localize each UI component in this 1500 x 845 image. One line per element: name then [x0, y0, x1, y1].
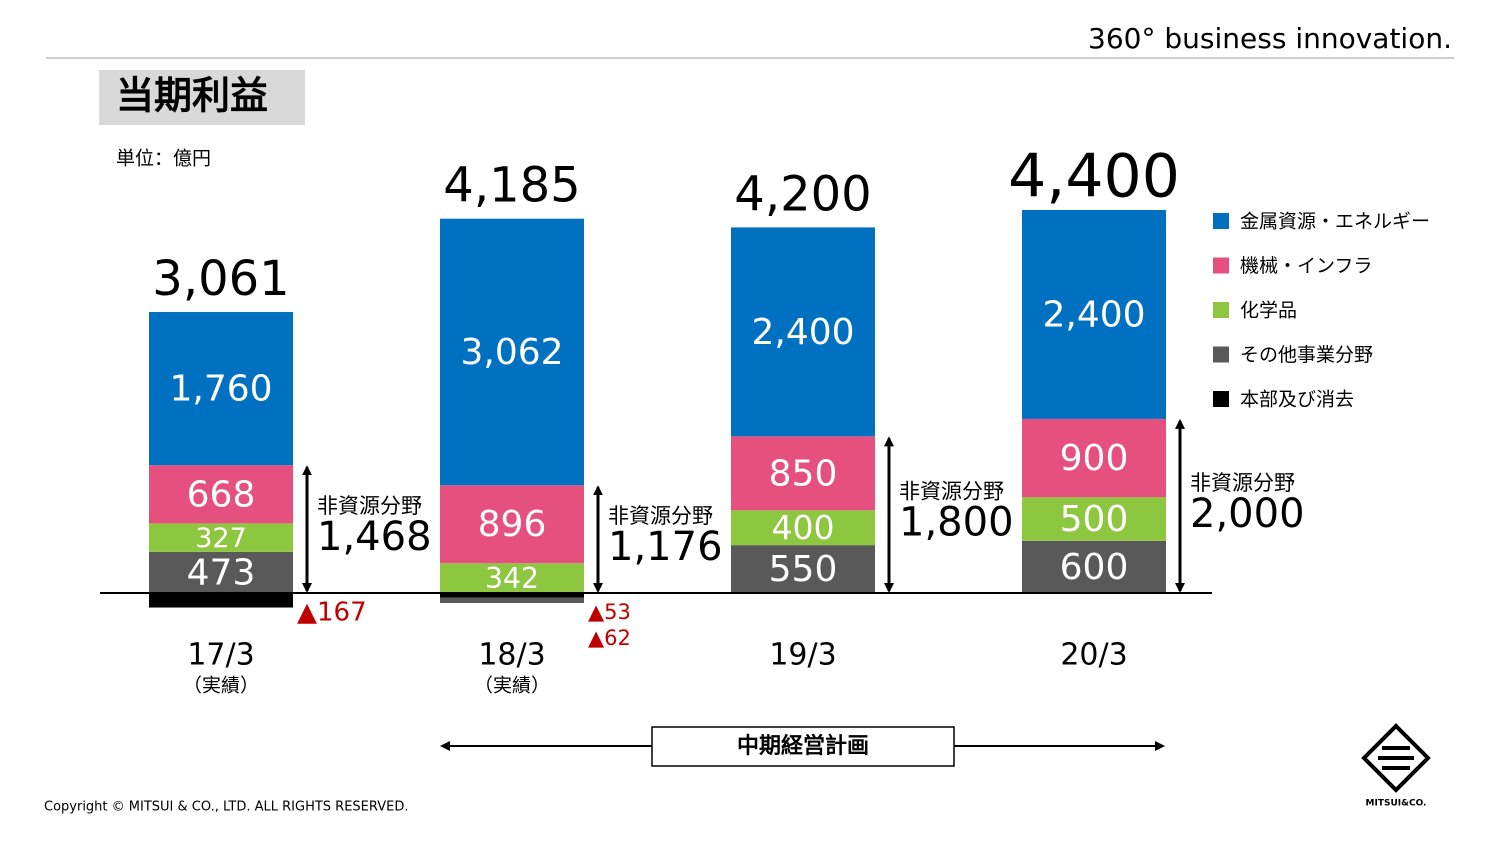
- title: 当期利益: [116, 74, 268, 118]
- legend-swatch: [1213, 302, 1229, 318]
- segment-label: 550: [769, 549, 838, 590]
- segment-label: 850: [769, 453, 838, 494]
- x-tick-label: 18/3: [478, 638, 545, 673]
- plan-box: [651, 726, 955, 767]
- segment-label: 1,760: [169, 369, 272, 410]
- legend-label: 化学品: [1240, 300, 1297, 322]
- non-resource-value: 1,800: [899, 500, 1014, 546]
- bar-segment: [731, 436, 875, 511]
- tagline: 360° business innovation.: [1088, 22, 1452, 55]
- bar-segment: [149, 312, 293, 466]
- legend-swatch: [1213, 257, 1229, 274]
- legend-swatch: [1213, 391, 1229, 407]
- segment-label: 473: [187, 552, 256, 593]
- total-label: 4,400: [1008, 142, 1180, 212]
- total-label: 4,185: [443, 158, 580, 214]
- bar-segment: [731, 510, 875, 546]
- bar-segment: [440, 597, 584, 604]
- bar-segment: [440, 563, 584, 593]
- bar-segment: [731, 545, 875, 593]
- segment-label: 668: [187, 474, 256, 515]
- bar-segment: [149, 523, 293, 552]
- title-box: [99, 70, 305, 125]
- bar-segment: [1022, 418, 1166, 498]
- bar-segment: [149, 593, 293, 608]
- non-resource-value: 2,000: [1190, 491, 1305, 537]
- x-tick-label: 20/3: [1060, 638, 1127, 673]
- non-resource-value: 1,176: [608, 524, 723, 570]
- total-label: 3,061: [152, 251, 289, 307]
- logo-diamond: [1361, 723, 1431, 793]
- legend-label: 金属資源・エネルギー: [1240, 211, 1430, 233]
- logo-text: MITSUI&CO.: [1366, 799, 1427, 809]
- bar-segment: [440, 593, 584, 598]
- x-tick-label: 17/3: [187, 638, 254, 673]
- segment-label: 3,062: [460, 332, 563, 373]
- bar-segment: [149, 465, 293, 524]
- bar-segment: [731, 227, 875, 437]
- negative-label: ▲62: [588, 626, 631, 650]
- total-label: 4,200: [734, 166, 871, 222]
- bar-segment: [1022, 540, 1166, 593]
- legend-label: その他事業分野: [1240, 344, 1373, 366]
- bar-segment: [1022, 210, 1166, 419]
- non-resource-label: 非資源分野: [608, 504, 713, 528]
- non-resource-label: 非資源分野: [1190, 471, 1295, 495]
- bar-segment: [440, 218, 584, 486]
- legend-label: 本部及び消去: [1240, 389, 1354, 411]
- segment-label: 600: [1060, 547, 1129, 588]
- segment-label: 342: [485, 562, 539, 595]
- non-resource-value: 1,468: [317, 514, 432, 560]
- bar-segment: [440, 485, 584, 564]
- category-note: （実績）: [183, 675, 259, 697]
- segment-label: 2,400: [751, 312, 854, 353]
- segment-label: 327: [195, 523, 247, 554]
- bar-segment: [149, 551, 293, 593]
- plan-label: 中期経営計画: [737, 733, 869, 759]
- segment-label: 896: [478, 504, 547, 545]
- segment-label: 2,400: [1042, 294, 1145, 335]
- footer: Copyright © MITSUI & CO., LTD. ALL RIGHT…: [44, 800, 408, 815]
- legend-label: 機械・インフラ: [1240, 255, 1372, 277]
- negative-label: ▲53: [588, 600, 631, 624]
- negative-label: ▲167: [297, 598, 367, 628]
- non-resource-label: 非資源分野: [899, 480, 1004, 504]
- unit: 単位：億円: [116, 148, 211, 170]
- segment-label: 500: [1060, 499, 1129, 540]
- x-tick-label: 19/3: [769, 638, 836, 673]
- segment-label: 900: [1060, 438, 1129, 479]
- legend-swatch: [1213, 346, 1229, 363]
- bar-segment: [1022, 497, 1166, 541]
- legend-swatch: [1213, 213, 1229, 229]
- logo: [1361, 723, 1431, 793]
- category-note: （実績）: [474, 675, 550, 697]
- non-resource-label: 非資源分野: [317, 494, 422, 518]
- segment-label: 400: [771, 508, 834, 547]
